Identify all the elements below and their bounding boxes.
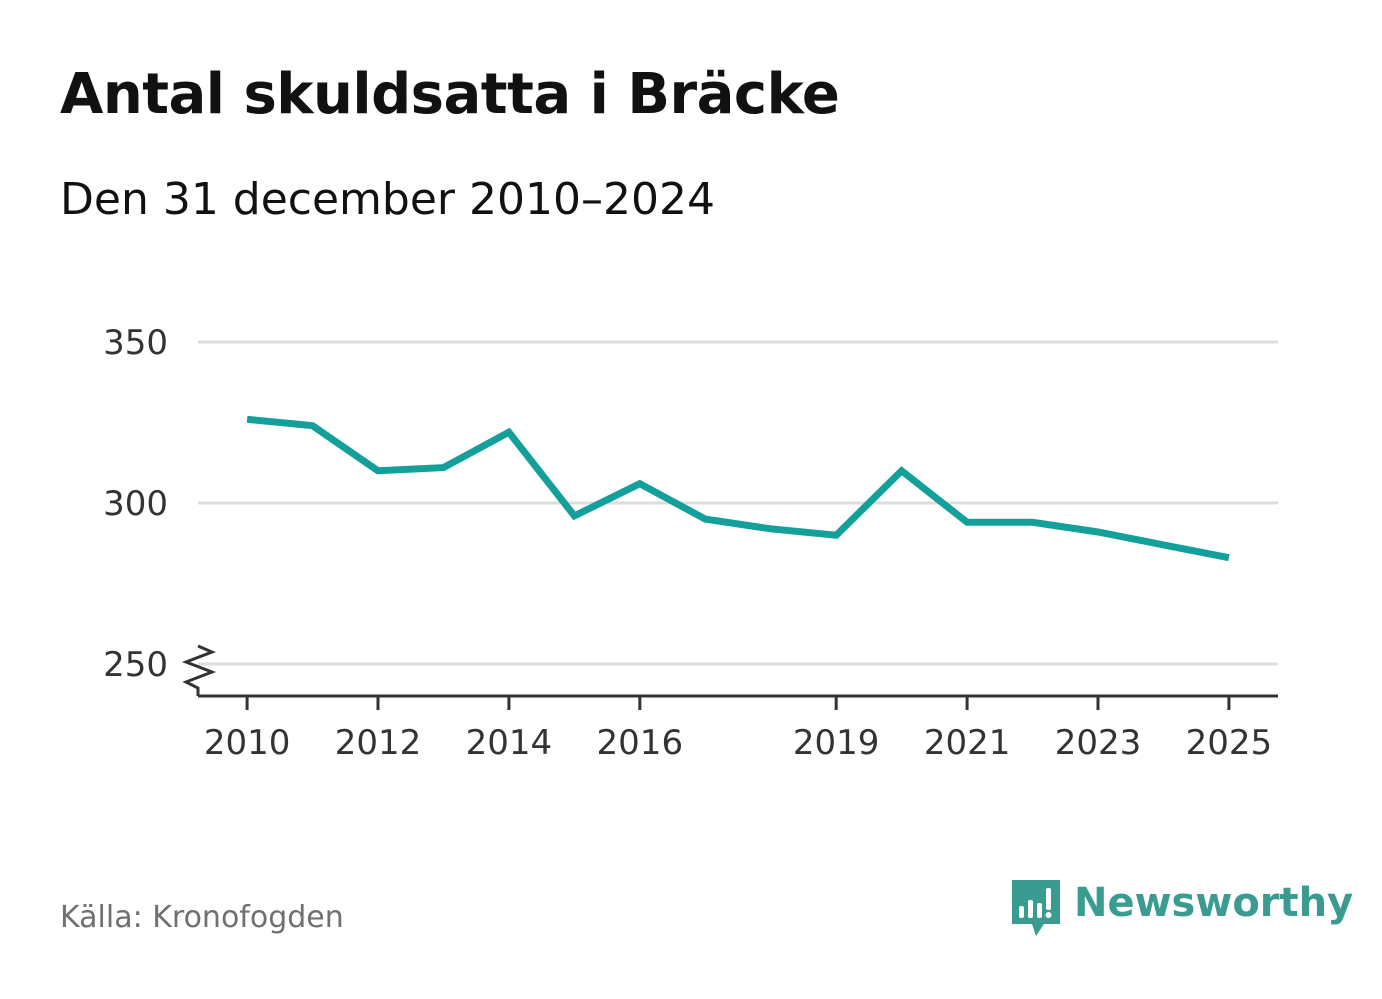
x-tick-label-2016: 2016 [597,723,684,763]
source-note: Källa: Kronofogden [60,900,344,935]
x-tick-label-2023: 2023 [1055,723,1142,763]
x-tick-label-2010: 2010 [204,723,291,763]
x-tick-label-2019: 2019 [793,723,880,763]
gridlines [198,340,1278,666]
x-tick-label-2012: 2012 [335,723,422,763]
chart-title: Antal skuldsatta i Bräcke [60,62,840,127]
data-point-2016 [636,480,643,487]
x-tick-label-2025: 2025 [1186,723,1273,763]
y-tick-label-350: 350 [103,323,168,363]
brand-logo: Newsworthy [1010,878,1353,942]
data-point-2012 [375,467,382,474]
brand-name: Newsworthy [1074,880,1354,926]
data-point-2018 [767,525,774,532]
data-point-2017 [702,516,709,523]
y-tick-label-250: 250 [103,645,168,685]
newsworthy-logo-icon [1012,880,1060,936]
y-tick-label-300: 300 [103,484,168,524]
x-tick-label-2014: 2014 [466,723,553,763]
series-layer [244,415,1232,562]
data-point-2015 [571,512,578,519]
data-point-2023 [1095,528,1102,535]
series-line-0 [246,415,1230,562]
x-tick-label-2021: 2021 [924,723,1011,763]
x-axis: 2010 2012 2014 2016 2019 2021 2023 2025 [198,694,1278,763]
data-point-2019 [833,532,840,539]
chart-subtitle: Den 31 december 2010–2024 [60,174,715,225]
data-point-2014 [505,429,512,436]
data-point-2024 [1160,541,1167,548]
data-point-2022 [1029,519,1036,526]
y-axis: 250 300 350 [103,323,217,696]
data-point-2013 [440,464,447,471]
data-point-2010 [244,416,251,423]
axis-break-icon [181,644,217,696]
data-point-2020 [898,467,905,474]
data-point-2011 [309,422,316,429]
data-point-2025 [1225,554,1232,561]
data-point-2021 [964,519,971,526]
